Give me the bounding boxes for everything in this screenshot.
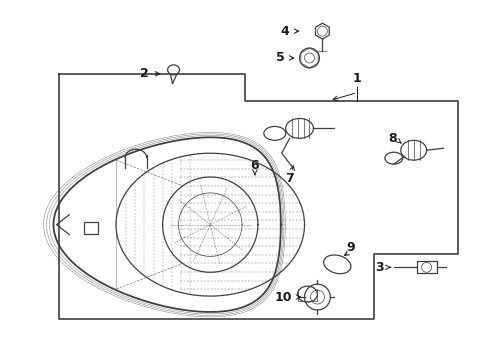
Text: 1: 1 bbox=[352, 72, 361, 85]
Text: 9: 9 bbox=[346, 241, 355, 254]
Text: 4: 4 bbox=[280, 24, 289, 38]
Text: 10: 10 bbox=[274, 291, 291, 303]
Bar bbox=[84, 222, 98, 234]
Text: 7: 7 bbox=[285, 171, 293, 185]
Text: 6: 6 bbox=[250, 159, 259, 172]
Text: 3: 3 bbox=[374, 261, 383, 274]
Bar bbox=[416, 261, 436, 273]
Text: 5: 5 bbox=[275, 51, 284, 64]
Text: 2: 2 bbox=[140, 67, 148, 80]
Text: 8: 8 bbox=[387, 132, 396, 145]
